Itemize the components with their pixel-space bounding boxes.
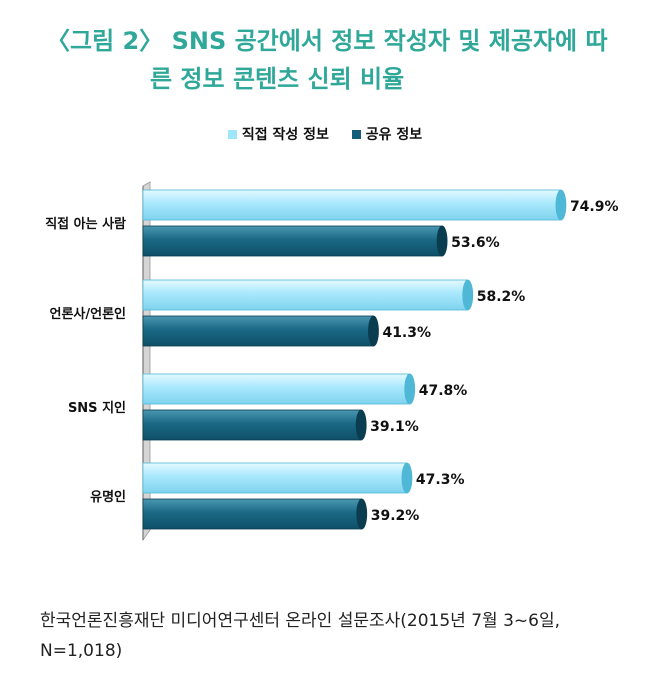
legend-swatch-series2 [351,129,361,139]
bar-s1-c3 [142,498,363,530]
bar-s0-c2 [142,373,411,405]
bar-cap-s0-c3 [401,462,413,494]
bar-s1-c0 [142,225,443,257]
bar-cap-s1-c1 [368,315,379,347]
chart-title-line2: 른 정보 콘텐츠 신뢰 비율 [150,65,405,93]
category-label-2: SNS 지인 [68,400,126,416]
value-label-s0-c2: 47.8% [419,383,468,399]
bar-s0-c1 [142,279,469,311]
bar-cap-s1-c3 [356,498,368,530]
bar-cap-s0-c0 [555,189,567,221]
source-note: 한국언론진흥재단 미디어연구센터 온라인 설문조사(2015년 7월 3~6일,… [40,611,561,661]
bar-cap-s1-c2 [355,409,367,441]
value-label-s0-c0: 74.9% [570,199,619,215]
legend-label-series2: 공유 정보 [365,127,423,143]
legend-item-series1: 직접 작성 정보 [227,124,329,144]
chart-title-line1: 〈그림 2〉 SNS 공간에서 정보 작성자 및 제공자에 따 [46,27,608,55]
bar-s0-c0 [142,189,562,221]
category-label-3: 유명인 [90,489,126,505]
bar-cap-s0-c2 [404,373,416,405]
bar-cap-s1-c0 [436,225,448,257]
legend-label-series1: 직접 작성 정보 [241,127,329,143]
bar-s0-c3 [142,462,408,494]
legend-item-series2: 공유 정보 [351,124,423,144]
chart-title: 〈그림 2〉 SNS 공간에서 정보 작성자 및 제공자에 따 른 정보 콘텐츠… [46,22,636,98]
value-label-s1-c3: 39.2% [371,508,420,524]
bar-s1-c1 [142,315,374,347]
category-label-0: 직접 아는 사람 [45,216,126,232]
value-label-s1-c1: 41.3% [382,325,431,341]
bar-cap-s0-c1 [462,279,474,311]
value-label-s0-c3: 47.3% [416,472,465,488]
chart-legend: 직접 작성 정보 공유 정보 [0,124,650,144]
value-label-s0-c1: 58.2% [477,289,526,305]
value-label-s1-c2: 39.1% [370,419,419,435]
bar-s1-c2 [142,409,362,441]
bar-chart: 직접 아는 사람 74.9% 53.6% 언론사/언론인 58.2% 41.3% SNS 지… [45,181,619,542]
legend-swatch-series1 [227,129,237,139]
category-label-1: 언론사/언론인 [49,306,126,322]
value-label-s1-c0: 53.6% [451,235,500,251]
